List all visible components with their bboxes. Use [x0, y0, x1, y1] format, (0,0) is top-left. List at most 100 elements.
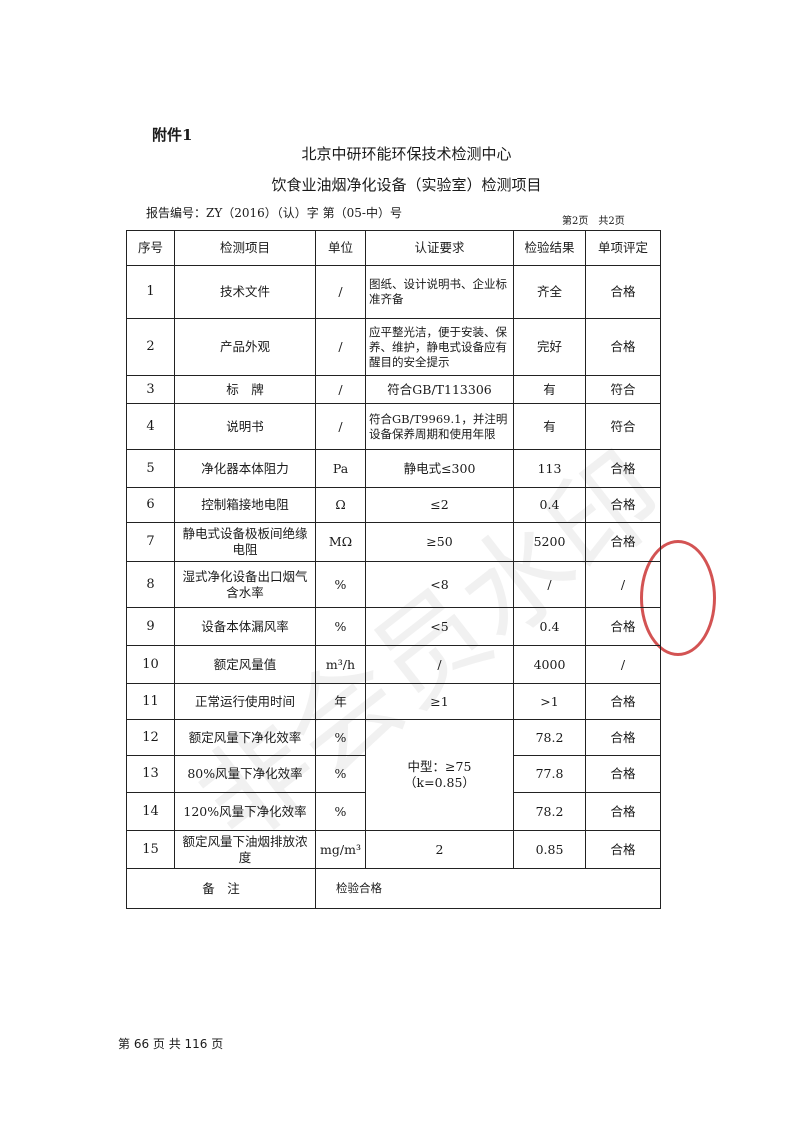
- row-number: 10: [126, 645, 175, 684]
- requirement: 应平整光洁，便于安装、保养、维护，静电式设备应有醒目的安全提示: [365, 318, 514, 376]
- table-row: 5 净化器本体阻力 Pa 静电式≤300 113 合格: [126, 449, 661, 488]
- row-number: 11: [126, 683, 175, 720]
- result: 有: [513, 375, 586, 404]
- page-info: 第2页 共2页: [562, 216, 625, 227]
- requirement: <8: [365, 561, 514, 608]
- table-row: 1 技术文件 / 图纸、设计说明书、企业标准齐备 齐全 合格: [126, 265, 661, 319]
- header-verdict: 单项评定: [585, 230, 661, 266]
- result: 0.85: [513, 830, 586, 869]
- unit: %: [315, 792, 366, 831]
- header-requirement: 认证要求: [365, 230, 514, 266]
- result: 4000: [513, 645, 586, 684]
- unit: %: [315, 607, 366, 646]
- verdict: 符合: [585, 375, 661, 404]
- header-unit: 单位: [315, 230, 366, 266]
- row-number: 6: [126, 487, 175, 523]
- inspection-item: 净化器本体阻力: [174, 449, 316, 488]
- unit: Ω: [315, 487, 366, 523]
- report-number: 报告编号：ZY（2016）（认）字 第（05-中）号: [146, 206, 402, 220]
- inspection-item: 静电式设备极板间绝缘电阻: [174, 522, 316, 562]
- inspection-item: 额定风量下净化效率: [174, 719, 316, 756]
- verdict: 合格: [585, 719, 661, 756]
- requirement: 2: [365, 830, 514, 869]
- unit: mg/m³: [315, 830, 366, 869]
- merged-requirement-line2: （k=0.85）: [404, 775, 475, 790]
- table-row: 2 产品外观 / 应平整光洁，便于安装、保养、维护，静电式设备应有醒目的安全提示 完好合…: [126, 318, 661, 376]
- verdict: /: [585, 561, 661, 608]
- remarks-value: 检验合格: [315, 868, 661, 909]
- verdict: 合格: [585, 522, 661, 562]
- unit: %: [315, 755, 366, 793]
- header-result: 检验结果: [513, 230, 586, 266]
- unit: /: [315, 265, 366, 319]
- header-item: 检测项目: [174, 230, 316, 266]
- requirement: <5: [365, 607, 514, 646]
- inspection-item: 额定风量下油烟排放浓度: [174, 830, 316, 869]
- unit: m³/h: [315, 645, 366, 684]
- table-row: 13 80%风量下净化效率% 77.8 合格: [126, 755, 661, 793]
- unit: Pa: [315, 449, 366, 488]
- table-row: 8 湿式净化设备出口烟气含水率% <8//: [126, 561, 661, 608]
- table-row: 9 设备本体漏风率% <5 0.4 合格: [126, 607, 661, 646]
- requirement: 静电式≤300: [365, 449, 514, 488]
- unit: %: [315, 719, 366, 756]
- unit: /: [315, 375, 366, 404]
- requirement: 图纸、设计说明书、企业标准齐备: [365, 265, 514, 319]
- table-row: 10 额定风量值 m³/h/4000/: [126, 645, 661, 684]
- organization-title: 北京中研环能环保技术检测中心: [301, 145, 512, 163]
- verdict: 合格: [585, 792, 661, 831]
- verdict: /: [585, 645, 661, 684]
- unit: %: [315, 561, 366, 608]
- table-row: 4 说明书 / 符合GB/T9969.1，并注明设备保养周期和使用年限有符合: [126, 403, 661, 450]
- remarks-label: 备 注: [126, 868, 316, 909]
- verdict: 合格: [585, 755, 661, 793]
- requirement: 符合GB/T113306: [365, 375, 514, 404]
- verdict: 合格: [585, 683, 661, 720]
- inspection-item: 120%风量下净化效率: [174, 792, 316, 831]
- verdict: 合格: [585, 318, 661, 376]
- inspection-item: 湿式净化设备出口烟气含水率: [174, 561, 316, 608]
- inspection-item: 产品外观: [174, 318, 316, 376]
- table-row: 7 静电式设备极板间绝缘电阻 MΩ ≥50 5200 合格: [126, 522, 661, 562]
- row-number: 8: [126, 561, 175, 608]
- result: 78.2: [513, 792, 586, 831]
- requirement: ≥1: [365, 683, 514, 720]
- document-title: 饮食业油烟净化设备（实验室）检测项目: [271, 176, 542, 194]
- inspection-item: 控制箱接地电阻: [174, 487, 316, 523]
- verdict: 合格: [585, 265, 661, 319]
- requirement: /: [365, 645, 514, 684]
- inspection-item: 说明书: [174, 403, 316, 450]
- unit: MΩ: [315, 522, 366, 562]
- result: 113: [513, 449, 586, 488]
- inspection-item: 设备本体漏风率: [174, 607, 316, 646]
- requirement: ≤2: [365, 487, 514, 523]
- verdict: 合格: [585, 449, 661, 488]
- verdict: 合格: [585, 607, 661, 646]
- result: 齐全: [513, 265, 586, 319]
- table-row: 12 额定风量下净化效率% 中型：≥75 （k=0.85） 78.2 合格: [126, 719, 661, 831]
- row-number: 9: [126, 607, 175, 646]
- result: /: [513, 561, 586, 608]
- inspection-item: 额定风量值: [174, 645, 316, 684]
- row-number: 1: [126, 265, 175, 319]
- unit: /: [315, 318, 366, 376]
- row-number: 2: [126, 318, 175, 376]
- page-footer: 第 66 页 共 116 页: [118, 1037, 224, 1051]
- result: 0.4: [513, 487, 586, 523]
- unit: 年: [315, 683, 366, 720]
- attachment-label: 附件1: [152, 126, 193, 144]
- verdict: 合格: [585, 830, 661, 869]
- table-row: 15 额定风量下油烟排放浓度 mg/m³ 2 0.85 合格: [126, 830, 661, 869]
- inspection-item: 正常运行使用时间: [174, 683, 316, 720]
- result: 5200: [513, 522, 586, 562]
- requirement: 符合GB/T9969.1，并注明设备保养周期和使用年限: [365, 403, 514, 450]
- row-number: 13: [126, 755, 175, 793]
- row-number: 4: [126, 403, 175, 450]
- header-row: 序号 检测项目 单位 认证要求 检验结果 单项评定: [126, 230, 661, 266]
- merged-requirement: 中型：≥75 （k=0.85）: [365, 719, 514, 831]
- result: 有: [513, 403, 586, 450]
- table-row: 14 120%风量下净化效率% 78.2 合格: [126, 792, 661, 831]
- inspection-item: 80%风量下净化效率: [174, 755, 316, 793]
- header-no: 序号: [126, 230, 175, 266]
